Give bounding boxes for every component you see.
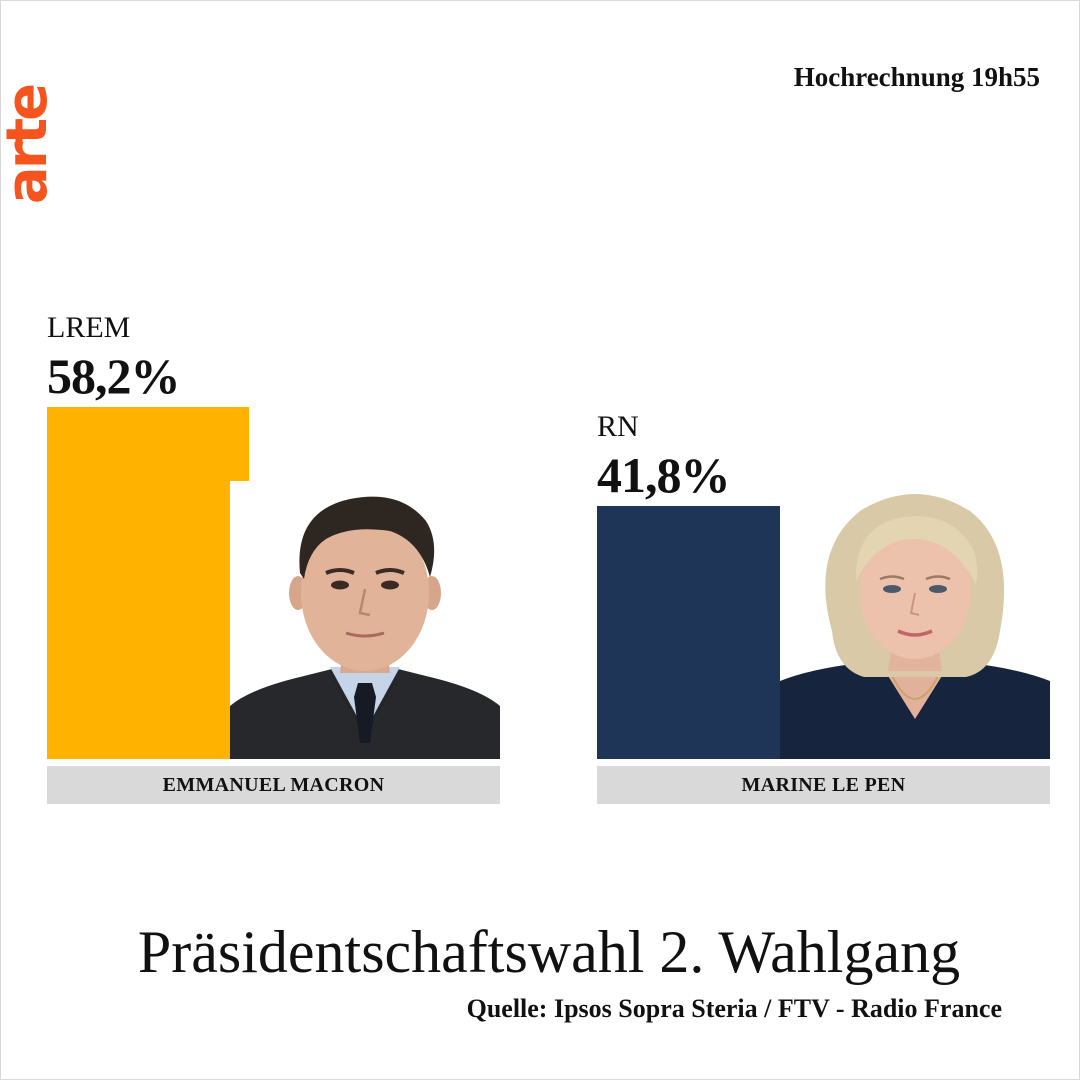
chart-title: Präsidentschaftswahl 2. Wahlgang (137, 919, 961, 985)
value-label-macron: 58,2% (47, 348, 180, 404)
party-label-rn: RN (597, 410, 639, 443)
value-label-le-pen: 41,8% (597, 447, 730, 503)
candidate-name-le-pen: MARINE LE PEN (597, 766, 1050, 804)
arte-logo-text: arte (0, 85, 60, 205)
arte-logo: arte (0, 62, 60, 228)
bar-macron (47, 407, 249, 759)
candidate-photo-le-pen (780, 481, 1050, 759)
party-label-lrem: LREM (47, 311, 131, 344)
source-note: Quelle: Ipsos Sopra Steria / FTV - Radio… (466, 994, 1002, 1023)
candidate-photo-macron (230, 481, 500, 759)
projection-timestamp: Hochrechnung 19h55 (793, 62, 1040, 92)
candidate-name-macron: EMMANUEL MACRON (47, 766, 500, 804)
bar-le-pen (597, 506, 799, 759)
